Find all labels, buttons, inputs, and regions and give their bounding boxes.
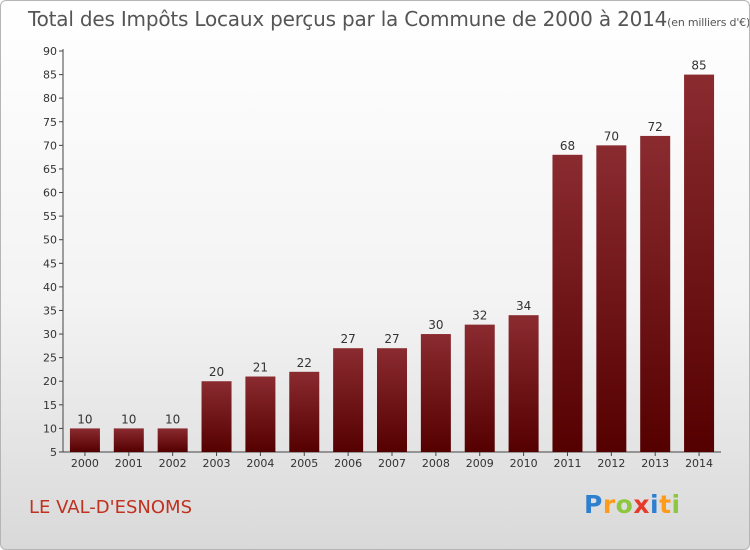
logo-letter: o <box>615 490 634 519</box>
x-tick-label: 2010 <box>510 457 538 470</box>
data-label-2006: 27 <box>340 332 355 346</box>
logo-letter: x <box>633 490 650 519</box>
y-tick-label: 30 <box>43 328 57 341</box>
logo-letter: t <box>659 490 672 519</box>
commune-name: LE VAL-D'ESNOMS <box>29 497 193 518</box>
y-tick-label: 40 <box>43 281 57 294</box>
data-label-2000: 10 <box>77 412 92 426</box>
x-tick-label: 2013 <box>641 457 669 470</box>
x-tick-label: 2006 <box>334 457 362 470</box>
y-tick-label: 35 <box>43 304 57 317</box>
x-tick-label: 2001 <box>115 457 143 470</box>
y-tick-label: 75 <box>43 116 57 129</box>
y-tick-label: 15 <box>43 399 57 412</box>
x-tick-label: 2009 <box>466 457 494 470</box>
bar-2008 <box>420 334 451 452</box>
data-label-2001: 10 <box>121 412 136 426</box>
bar-2010 <box>508 315 539 452</box>
data-label-2005: 22 <box>297 356 312 370</box>
x-tick-label: 2011 <box>553 457 581 470</box>
bar-2001 <box>113 428 144 452</box>
x-tick-label: 2005 <box>290 457 318 470</box>
data-label-2013: 72 <box>648 120 663 134</box>
x-tick-label: 2014 <box>685 457 713 470</box>
y-tick-label: 80 <box>43 92 57 105</box>
y-tick-label: 90 <box>43 45 57 58</box>
bar-2002 <box>157 428 188 452</box>
data-label-2008: 30 <box>428 318 443 332</box>
y-tick-label: 65 <box>43 163 57 176</box>
bar-2007 <box>377 348 407 452</box>
y-tick-label: 85 <box>43 69 57 82</box>
y-tick-label: 10 <box>43 422 57 435</box>
x-tick-label: 2008 <box>422 457 450 470</box>
bar-2013 <box>640 135 671 452</box>
bar-2014 <box>684 74 715 453</box>
x-tick-label: 2003 <box>203 457 231 470</box>
chart-title-unit: (en milliers d'€) <box>667 16 750 29</box>
bar-2009 <box>464 324 495 452</box>
data-label-2014: 85 <box>691 59 706 73</box>
y-tick-label: 20 <box>43 375 57 388</box>
y-tick-label: 25 <box>43 352 57 365</box>
bar-2012 <box>596 145 627 452</box>
data-label-2009: 32 <box>472 309 487 323</box>
x-tick-label: 2007 <box>378 457 406 470</box>
data-label-2011: 68 <box>560 139 575 153</box>
y-tick-label: 70 <box>43 139 57 152</box>
x-tick-label: 2012 <box>597 457 625 470</box>
y-tick-label: 5 <box>50 446 57 459</box>
bar-2003 <box>201 381 232 452</box>
logo-letter: r <box>602 490 616 519</box>
x-tick-label: 2002 <box>159 457 187 470</box>
bar-2000 <box>69 428 100 452</box>
logo-letter: i <box>671 490 681 519</box>
x-tick-label: 2000 <box>71 457 99 470</box>
x-tick-label: 2004 <box>246 457 274 470</box>
data-label-2004: 21 <box>253 361 268 375</box>
y-tick-label: 50 <box>43 234 57 247</box>
data-label-2003: 20 <box>209 365 224 379</box>
bar-2004 <box>245 376 276 452</box>
data-label-2002: 10 <box>165 412 180 426</box>
proxiti-logo[interactable]: Proxiti <box>584 490 681 519</box>
data-label-2012: 70 <box>604 129 619 143</box>
data-label-2007: 27 <box>384 332 399 346</box>
y-tick-label: 55 <box>43 210 57 223</box>
y-tick-label: 45 <box>43 257 57 270</box>
chart-title: Total des Impôts Locaux perçus par la Co… <box>28 7 750 31</box>
logo-letter: i <box>650 490 660 519</box>
y-tick-label: 60 <box>43 187 57 200</box>
bar-2005 <box>289 371 320 452</box>
bar-2011 <box>552 154 583 452</box>
bar-2006 <box>333 348 364 452</box>
logo-letter: P <box>584 490 603 519</box>
data-label-2010: 34 <box>516 299 531 313</box>
